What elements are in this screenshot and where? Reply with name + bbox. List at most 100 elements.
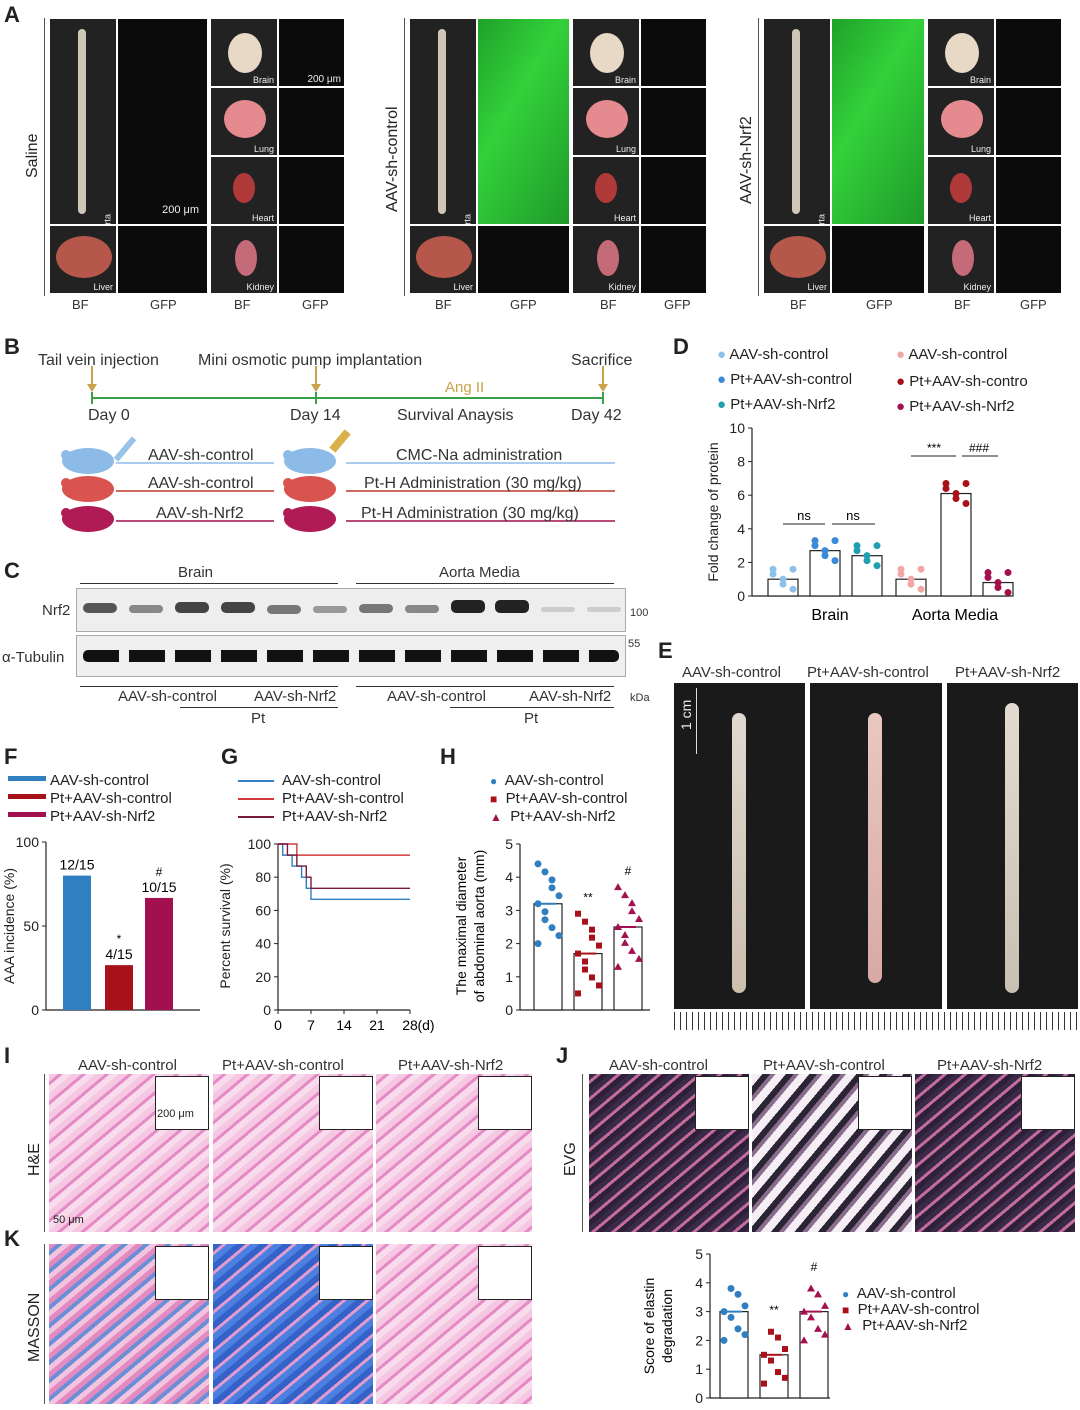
y-tick-label: 2: [737, 554, 745, 570]
significance-mark: **: [769, 1303, 779, 1317]
y-tick-label: 4: [737, 521, 745, 537]
legend-item: ● Pt+AAV-sh-Nrf2: [896, 398, 1015, 415]
data-point: [789, 585, 797, 593]
he-image: 200 μm 50 μm: [49, 1074, 209, 1232]
data-point: [782, 1374, 788, 1381]
y-tick-label: 5: [695, 1246, 703, 1262]
x-tick-label: 0: [274, 1017, 282, 1033]
panel-label-i: I: [4, 1043, 11, 1068]
data-point: [548, 924, 556, 932]
data-point: [769, 570, 777, 578]
significance-mark: **: [583, 891, 593, 905]
data-point: [821, 1301, 829, 1309]
data-point: [821, 547, 829, 555]
y-tick-label: 1: [695, 1361, 703, 1377]
data-point: [541, 868, 549, 876]
data-point: [984, 569, 992, 577]
data-point: [621, 938, 629, 946]
data-point: [814, 1290, 822, 1298]
data-label: 10/15: [141, 879, 176, 895]
y-tick-label: 0: [505, 1002, 513, 1018]
timeline-label: Sacrifice: [571, 352, 633, 369]
nrf2-blot: [76, 588, 626, 632]
data-point: [821, 1330, 829, 1338]
panel-label-a: A: [4, 2, 20, 27]
data-point: [831, 537, 839, 545]
legend-item: ● AAV-sh-control: [717, 346, 829, 363]
data-point: [807, 1313, 815, 1321]
significance-mark: *: [117, 932, 122, 946]
evg-image: [915, 1074, 1075, 1232]
data-point: [734, 1325, 742, 1333]
data-point: [589, 926, 595, 933]
y-tick-label: 4: [505, 869, 513, 885]
data-point: [811, 537, 819, 545]
data-point: [621, 891, 629, 899]
data-point: [800, 1336, 808, 1344]
data-point: [962, 480, 970, 488]
y-tick-label: 0: [695, 1390, 703, 1406]
y-axis-label: degradation: [659, 1289, 675, 1363]
data-point: [775, 1369, 781, 1376]
data-point: [897, 565, 905, 573]
y-axis-label: The maximal diameter: [453, 856, 469, 995]
data-point: [782, 1346, 788, 1353]
panel-label-k: K: [4, 1226, 20, 1251]
data-point: [984, 574, 992, 582]
gfp-image: 200 μm: [117, 18, 208, 225]
aorta-photo: [674, 683, 805, 1009]
y-tick-label: 0: [737, 588, 745, 604]
panel-label-b: B: [4, 334, 20, 359]
data-point: [1004, 589, 1012, 597]
data-point: [994, 584, 1002, 592]
data-point: [541, 916, 549, 924]
masson-image: [376, 1244, 532, 1404]
kidney-image: Kidney: [210, 225, 278, 294]
x-group-label: Aorta Media: [912, 607, 998, 624]
data-point: [814, 1324, 822, 1332]
y-tick-label: 2: [505, 936, 513, 952]
liver-image: Liver: [49, 225, 117, 294]
aorta-photo: [810, 683, 942, 1009]
data-point: [863, 552, 871, 560]
data-point: [917, 565, 925, 573]
data-point: [596, 942, 602, 949]
panel-label-f: F: [4, 744, 18, 769]
y-tick-label: 8: [737, 454, 745, 470]
data-point: [769, 565, 777, 573]
x-group-label: Brain: [811, 607, 848, 624]
chart-f: 0 50 100 AAA incidence (%) 12/15 4/15* 10/15#: [1, 834, 200, 1018]
data-point: [741, 1302, 749, 1310]
y-tick-label: 100: [16, 834, 40, 850]
data-point: [800, 1307, 808, 1315]
x-tick-label: 21: [369, 1017, 385, 1033]
survival-line: [278, 843, 410, 890]
data-point: [779, 580, 787, 588]
data-point: [917, 585, 925, 593]
data-point: [582, 918, 588, 925]
timeline-label: Mini osmotic pump implantation: [198, 352, 423, 369]
data-point: [897, 570, 905, 578]
data-point: [534, 860, 542, 868]
panel-label-g: G: [221, 744, 239, 769]
data-point: [779, 575, 787, 583]
data-point: [720, 1336, 728, 1344]
data-point: [775, 1334, 781, 1341]
group-label-aav-sh-control: AAV-sh-control: [384, 106, 401, 212]
y-axis-label: of abdominal aorta (mm): [471, 850, 487, 1003]
x-tick-label: 7: [307, 1017, 315, 1033]
data-point: [962, 500, 970, 508]
legend-item: ● AAV-sh-control: [896, 346, 1008, 363]
brain-image: Brain: [210, 18, 278, 87]
data-point: [994, 579, 1002, 587]
data-point: [635, 954, 643, 962]
data-point: [807, 1284, 815, 1292]
data-point: [952, 490, 960, 498]
data-point: [614, 962, 622, 970]
aorta-image: Aorta: [49, 18, 117, 236]
data-point: [628, 946, 636, 954]
significance-mark: #: [625, 864, 632, 878]
y-tick-label: 6: [737, 487, 745, 503]
data-point: [614, 923, 622, 930]
data-point: [821, 552, 829, 560]
